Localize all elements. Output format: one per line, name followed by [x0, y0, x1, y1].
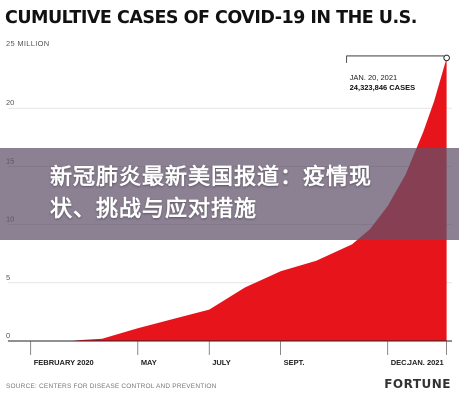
- y-tick-label: 0: [6, 331, 10, 340]
- x-tick-label: DEC.: [391, 358, 409, 367]
- area-layer: [8, 58, 452, 342]
- annotation-date: JAN. 20, 2021: [350, 73, 398, 82]
- x-tick-label: MAY: [141, 358, 157, 367]
- brand-logo: FORTUNE: [384, 377, 451, 391]
- headline-banner: 新冠肺炎最新美国报道：疫情现状、挑战与应对措施: [0, 148, 459, 240]
- headline-text: 新冠肺炎最新美国报道：疫情现状、挑战与应对措施: [50, 165, 373, 222]
- source-note: SOURCE: CENTERS FOR DISEASE CONTROL AND …: [6, 383, 217, 390]
- x-tick-label: SEPT.: [284, 358, 305, 367]
- y-axis-unit-label: 25 MILLION: [6, 39, 50, 48]
- x-tick-layer: FEBRUARY 2020 MAY JULY SEPT. DEC. JAN. 2021: [30, 341, 447, 367]
- x-tick-label: FEBRUARY 2020: [34, 358, 94, 367]
- annotation-value: 24,323,846 CASES: [350, 83, 415, 92]
- x-tick-label: JULY: [212, 358, 230, 367]
- x-tick-label: JAN. 2021: [408, 358, 444, 367]
- chart-title: CUMULTIVE CASES OF COVID-19 IN THE U.S.: [5, 8, 417, 28]
- y-tick-label: 5: [6, 273, 10, 282]
- cases-area: [30, 58, 447, 341]
- annotation-connector: [346, 55, 447, 63]
- y-tick-label: 20: [6, 98, 14, 107]
- annotation-dot: [443, 54, 450, 62]
